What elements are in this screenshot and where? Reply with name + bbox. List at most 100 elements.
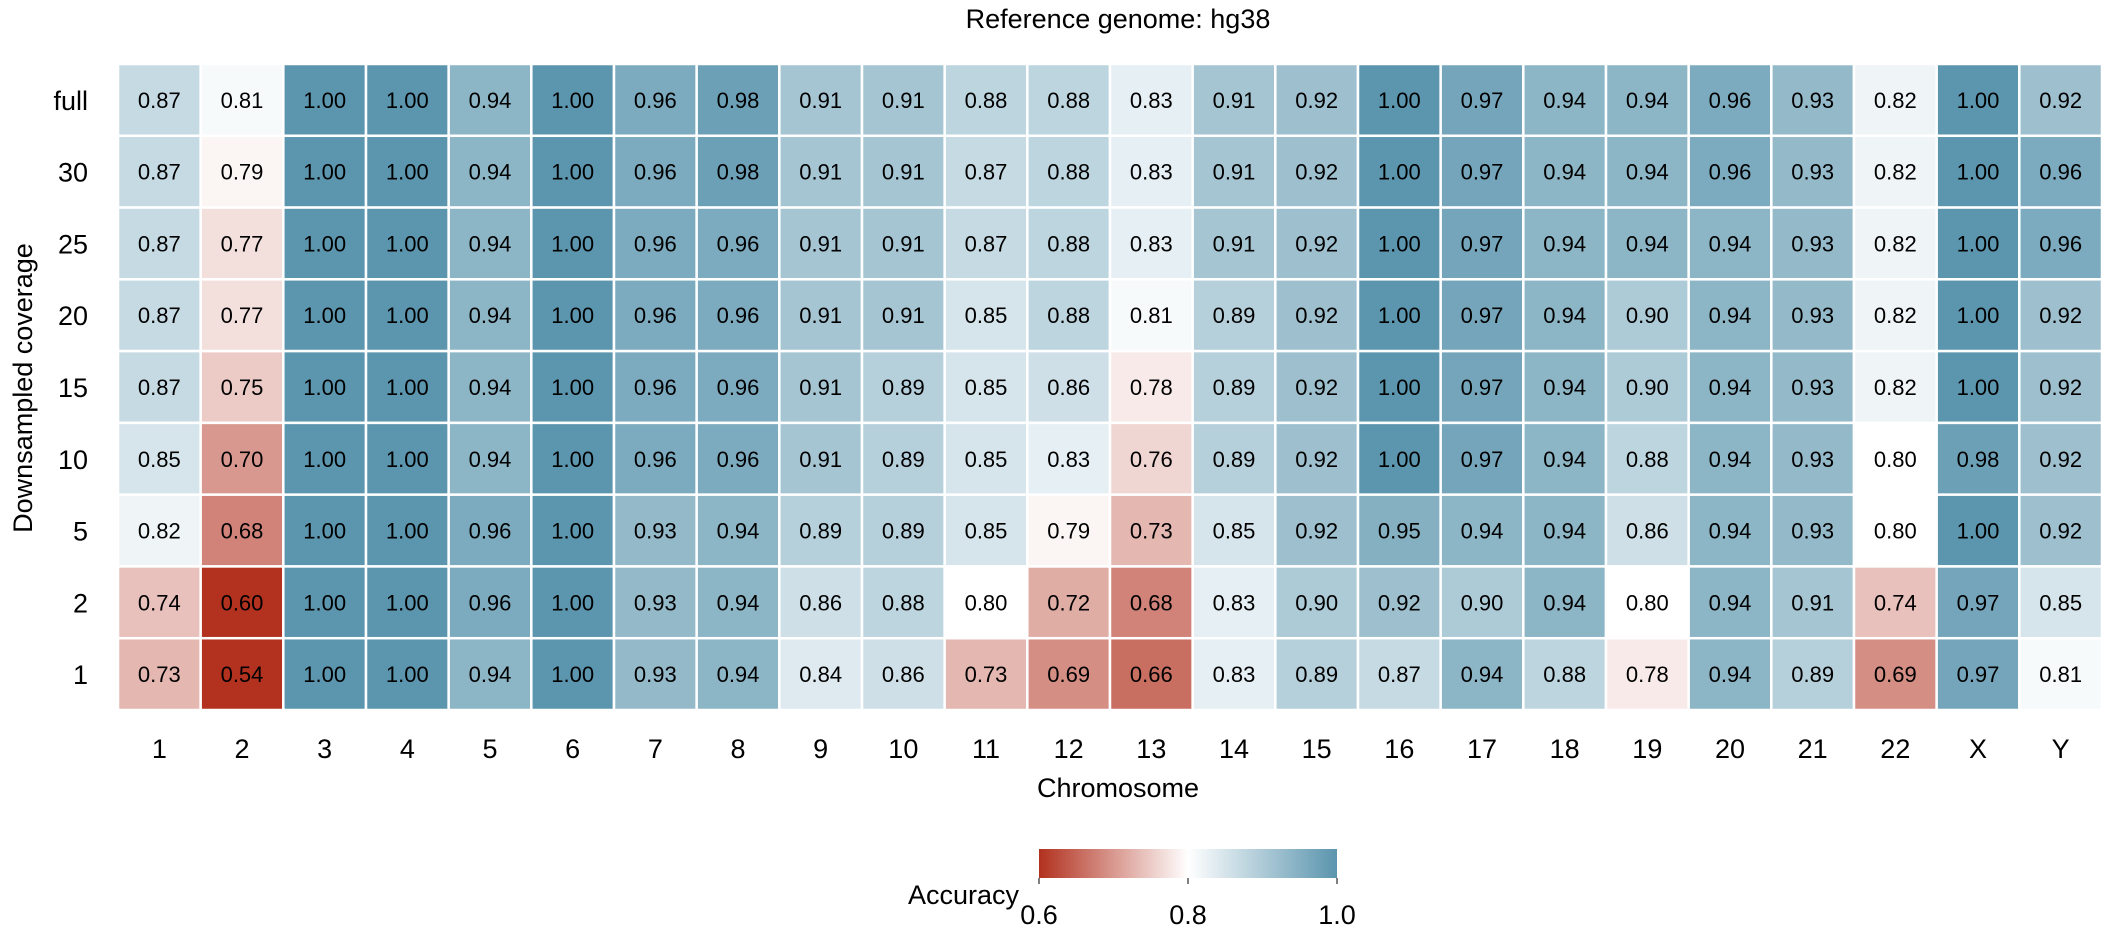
cell-value-label: 0.85 bbox=[965, 447, 1008, 472]
cell-value-label: 1.00 bbox=[551, 88, 594, 113]
cell-value-label: 0.94 bbox=[717, 590, 760, 615]
cell-value-label: 0.96 bbox=[2039, 231, 2082, 256]
cell-value-label: 0.77 bbox=[221, 231, 264, 256]
cell-value-label: 0.93 bbox=[1791, 375, 1834, 400]
cell-value-label: 0.96 bbox=[634, 303, 677, 328]
heatmap-cell bbox=[1108, 206, 1194, 281]
cell-value-label: 0.83 bbox=[1130, 160, 1173, 185]
cell-value-label: 0.89 bbox=[882, 519, 925, 544]
cell-value-label: 1.00 bbox=[303, 662, 346, 687]
cell-value-label: 1.00 bbox=[551, 303, 594, 328]
heatmap-cell bbox=[1687, 62, 1773, 138]
heatmap-cell bbox=[1852, 636, 1938, 712]
cell-value-label: 0.89 bbox=[1213, 447, 1256, 472]
x-tick-label: 18 bbox=[1550, 734, 1580, 764]
cell-value-label: 0.98 bbox=[717, 160, 760, 185]
cell-value-label: 0.88 bbox=[1047, 160, 1090, 185]
cell-value-label: 0.92 bbox=[1295, 447, 1338, 472]
heatmap-cell bbox=[612, 493, 698, 568]
heatmap-cell bbox=[364, 278, 450, 353]
cell-value-label: 0.89 bbox=[882, 375, 925, 400]
cell-value-label: 1.00 bbox=[551, 375, 594, 400]
cell-value-label: 0.92 bbox=[1295, 303, 1338, 328]
heatmap-cell bbox=[199, 421, 285, 496]
heatmap-cell bbox=[530, 349, 616, 425]
cell-value-label: 1.00 bbox=[303, 447, 346, 472]
cell-value-label: 0.68 bbox=[1130, 590, 1173, 615]
cell-value-label: 1.00 bbox=[551, 447, 594, 472]
heatmap-cell bbox=[116, 206, 202, 281]
cell-value-label: 0.69 bbox=[1874, 662, 1917, 687]
heatmap-cell bbox=[1687, 349, 1773, 425]
cell-value-label: 0.94 bbox=[1543, 375, 1586, 400]
cell-value-label: 0.93 bbox=[634, 590, 677, 615]
cell-value-label: 0.97 bbox=[1957, 662, 2000, 687]
heatmap-cell bbox=[860, 565, 946, 640]
heatmap-cell bbox=[447, 565, 533, 640]
cell-value-label: 0.73 bbox=[965, 662, 1008, 687]
cell-value-label: 0.98 bbox=[717, 88, 760, 113]
heatmap-cell bbox=[1108, 278, 1194, 353]
colorbar-tick-label: 0.8 bbox=[1169, 900, 1207, 930]
cell-value-label: 0.91 bbox=[882, 160, 925, 185]
y-tick-label: 2 bbox=[73, 588, 88, 618]
heatmap-cell bbox=[1770, 134, 1856, 209]
heatmap-cell bbox=[447, 636, 533, 712]
cell-value-label: 0.81 bbox=[1130, 303, 1173, 328]
cell-value-label: 0.94 bbox=[1709, 662, 1752, 687]
cell-value-label: 0.94 bbox=[1543, 447, 1586, 472]
cell-value-label: 0.94 bbox=[1626, 88, 1669, 113]
cell-value-label: 0.78 bbox=[1130, 375, 1173, 400]
heatmap-cell bbox=[530, 62, 616, 138]
cell-value-label: 0.86 bbox=[882, 662, 925, 687]
heatmap-cell bbox=[943, 565, 1029, 640]
cell-value-label: 0.91 bbox=[1213, 88, 1256, 113]
heatmap-cell bbox=[447, 206, 533, 281]
heatmap-cell bbox=[778, 278, 864, 353]
heatmap-cell bbox=[695, 349, 781, 425]
heatmap-cell bbox=[2018, 493, 2104, 568]
cell-value-label: 0.73 bbox=[1130, 519, 1173, 544]
cell-value-label: 0.81 bbox=[2039, 662, 2082, 687]
cell-value-label: 0.89 bbox=[1791, 662, 1834, 687]
x-tick-label: 9 bbox=[813, 734, 828, 764]
cell-value-label: 1.00 bbox=[551, 231, 594, 256]
heatmap-cell bbox=[2018, 134, 2104, 209]
y-tick-label: 15 bbox=[58, 373, 88, 403]
heatmap-cell bbox=[1191, 565, 1277, 640]
cell-value-label: 0.94 bbox=[1626, 231, 1669, 256]
heatmap-cell bbox=[282, 134, 368, 209]
cell-value-label: 0.88 bbox=[1626, 447, 1669, 472]
heatmap-cell bbox=[1522, 636, 1608, 712]
cell-value-label: 0.78 bbox=[1626, 662, 1669, 687]
cell-value-label: 0.92 bbox=[2039, 447, 2082, 472]
cell-value-label: 0.93 bbox=[634, 662, 677, 687]
cell-value-label: 0.85 bbox=[965, 303, 1008, 328]
heatmap-cell bbox=[695, 206, 781, 281]
cell-value-label: 1.00 bbox=[1957, 375, 2000, 400]
heatmap-cell bbox=[199, 278, 285, 353]
y-tick-label: 5 bbox=[73, 517, 88, 547]
cell-value-label: 1.00 bbox=[303, 88, 346, 113]
cell-value-label: 0.87 bbox=[965, 231, 1008, 256]
cell-value-label: 0.66 bbox=[1130, 662, 1173, 687]
cell-value-label: 0.97 bbox=[1461, 375, 1504, 400]
heatmap-cell bbox=[1356, 349, 1442, 425]
cell-value-label: 0.80 bbox=[1874, 447, 1917, 472]
cell-value-label: 0.90 bbox=[1626, 375, 1669, 400]
cell-value-label: 0.82 bbox=[138, 519, 181, 544]
heatmap-cell bbox=[1108, 493, 1194, 568]
heatmap-cell bbox=[1604, 62, 1690, 138]
cell-value-label: 0.96 bbox=[1709, 160, 1752, 185]
cell-value-label: 0.72 bbox=[1047, 590, 1090, 615]
heatmap-cell bbox=[1191, 349, 1277, 425]
heatmap-cell bbox=[1439, 493, 1525, 568]
heatmap-cell bbox=[1687, 206, 1773, 281]
cell-value-label: 0.92 bbox=[2039, 519, 2082, 544]
cell-value-label: 0.89 bbox=[1213, 375, 1256, 400]
cell-value-label: 0.93 bbox=[1791, 519, 1834, 544]
x-tick-label: 4 bbox=[400, 734, 415, 764]
cell-value-label: 1.00 bbox=[386, 303, 429, 328]
heatmap-cell bbox=[1108, 134, 1194, 209]
cell-value-label: 0.79 bbox=[221, 160, 264, 185]
